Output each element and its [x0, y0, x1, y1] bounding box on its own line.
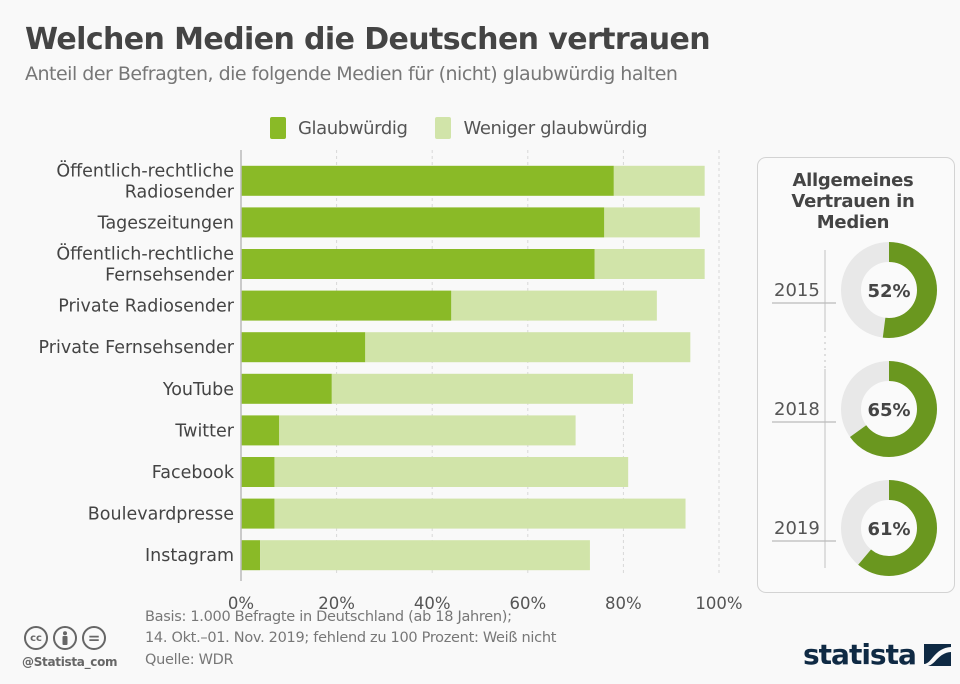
trust-panel: Allgemeines Vertrauen in Medien 52% 2015 6… — [757, 157, 955, 593]
year-label: 2019 — [774, 518, 820, 539]
donut-value-arc — [841, 242, 937, 338]
bar-glaubwuerdig — [241, 457, 275, 487]
bar-weniger-glaubwuerdig — [260, 540, 590, 571]
by-icon — [53, 626, 77, 650]
donut-value-label: 61% — [867, 519, 910, 540]
footnote-line: Basis: 1.000 Befragte in Deutschland (ab… — [145, 609, 512, 625]
person-icon — [62, 631, 68, 645]
legend-item-weniger-glaubwuerdig: Weniger glaubwürdig — [435, 117, 647, 139]
category-label: Radiosender — [125, 182, 235, 202]
nd-icon: = — [82, 626, 106, 650]
bar-glaubwuerdig — [241, 332, 366, 363]
category-label: Private Fernsehsender — [39, 338, 235, 358]
x-tick-label: 40% — [414, 594, 451, 610]
legend-swatch-weniger-glaubwuerdig — [435, 117, 452, 139]
bar-weniger-glaubwuerdig — [331, 373, 633, 404]
x-tick-label: 80% — [605, 594, 642, 610]
bar-weniger-glaubwuerdig — [594, 249, 705, 279]
category-label: Fernsehsender — [105, 266, 235, 286]
x-tick-label: 0% — [228, 594, 254, 610]
donut-value-arc — [841, 361, 937, 457]
footnote: Basis: 1.000 Befragte in Deutschland (ab… — [145, 607, 556, 649]
year-label: 2018 — [774, 399, 820, 420]
legend-label: Glaubwürdig — [298, 117, 408, 139]
bar-weniger-glaubwuerdig — [365, 332, 691, 363]
category-label: Öffentlich-rechtliche — [56, 243, 234, 265]
category-label: Boulevardpresse — [88, 505, 234, 525]
bar-glaubwuerdig — [241, 290, 452, 321]
panel-title: Allgemeines Vertrauen in Medien — [758, 170, 948, 233]
statista-logo[interactable]: statista — [803, 638, 951, 671]
bar-chart: Öffentlich-rechtlicheRadiosenderTageszei… — [39, 150, 743, 610]
panel-title-line: Vertrauen in — [791, 191, 915, 212]
bars — [241, 165, 705, 571]
category-label: Private Radiosender — [58, 297, 235, 317]
category-label: Öffentlich-rechtliche — [56, 159, 234, 181]
legend-swatch-glaubwuerdig — [270, 117, 286, 139]
x-tick-label: 100% — [695, 594, 742, 610]
bar-weniger-glaubwuerdig — [279, 415, 576, 446]
bar-glaubwuerdig — [241, 540, 261, 571]
x-tick-labels: 0% 20% 40% 60% 80% 100% — [228, 594, 743, 610]
legend-item-glaubwuerdig: Glaubwürdig — [270, 117, 408, 139]
bar-glaubwuerdig — [241, 373, 332, 404]
x-tick-label: 60% — [509, 594, 546, 610]
x-tick-label: 20% — [318, 594, 355, 610]
year-label: 2015 — [774, 280, 820, 301]
chart-subtitle: Anteil der Befragten, die folgende Medie… — [25, 63, 678, 85]
bar-glaubwuerdig — [241, 207, 605, 238]
footnote-line: 14. Okt.–01. Nov. 2019; fehlend zu 100 P… — [145, 630, 557, 646]
category-label: Facebook — [152, 463, 235, 483]
bar-glaubwuerdig — [241, 249, 595, 279]
donut-value-label: 52% — [867, 281, 910, 302]
statista-logo-icon — [923, 643, 951, 666]
bar-weniger-glaubwuerdig — [604, 207, 700, 238]
legend-label: Weniger glaubwürdig — [463, 117, 648, 139]
bar-glaubwuerdig — [241, 498, 275, 529]
donut-charts: 52% 2015 65% 2018 61% 2019 — [772, 242, 937, 576]
donut-value-arc — [841, 480, 937, 576]
license-icons: cc = — [24, 626, 111, 650]
bar-weniger-glaubwuerdig — [451, 290, 657, 321]
category-label: Tageszeitungen — [97, 213, 234, 233]
chart-title: Welchen Medien die Deutschen vertrauen — [25, 22, 711, 57]
cc-icon: cc — [24, 626, 48, 650]
donut-value-label: 65% — [867, 400, 910, 421]
panel-title-line: Allgemeines — [792, 170, 914, 191]
statista-handle: @Statista_com — [22, 655, 118, 669]
category-label: Instagram — [145, 546, 234, 566]
panel-title-line: Medien — [816, 212, 890, 233]
legend: Glaubwürdig Weniger glaubwürdig — [270, 117, 675, 139]
bar-glaubwuerdig — [241, 415, 280, 446]
category-label: YouTube — [162, 380, 234, 400]
source: Quelle: WDR — [145, 652, 234, 668]
logo-text: statista — [803, 638, 917, 671]
bar-weniger-glaubwuerdig — [613, 165, 705, 196]
bar-weniger-glaubwuerdig — [274, 498, 686, 529]
category-labels: Öffentlich-rechtlicheRadiosenderTageszei… — [39, 159, 235, 566]
bar-weniger-glaubwuerdig — [274, 457, 629, 487]
category-label: Twitter — [174, 421, 234, 441]
bar-glaubwuerdig — [241, 165, 614, 196]
